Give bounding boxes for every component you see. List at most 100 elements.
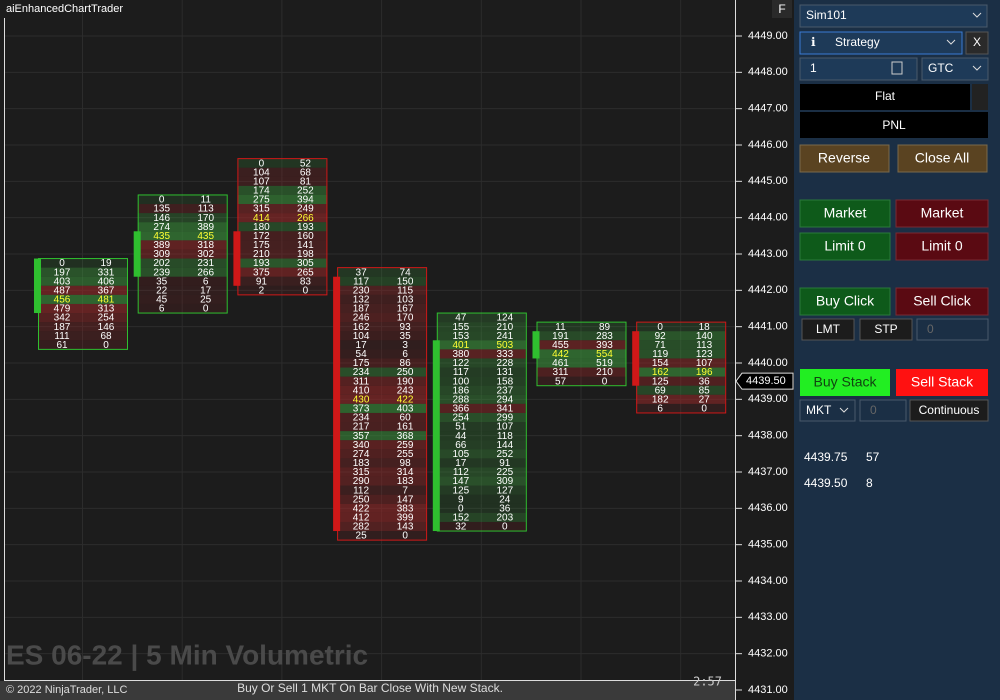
market-sell-button[interactable]: [895, 199, 989, 228]
sell-stack-button[interactable]: [896, 369, 988, 396]
strategy-select[interactable]: [799, 31, 963, 55]
footprint-row: [436, 412, 526, 423]
footprint-row: [436, 485, 526, 495]
footprint-row: [38, 322, 127, 332]
ask-volume: 283: [596, 331, 613, 342]
chevron: [972, 12, 982, 18]
f-button[interactable]: [772, 0, 792, 18]
ask-volume: 313: [98, 304, 115, 315]
offset-input[interactable]: [916, 318, 989, 341]
ask-volume: 231: [197, 258, 214, 269]
bid-volume: 2: [259, 285, 265, 296]
axis-label: 4441.00: [748, 321, 788, 333]
offset: 0: [927, 322, 934, 336]
order-type-select[interactable]: [799, 399, 856, 422]
stack-offset-input[interactable]: [859, 399, 907, 422]
lmt-button[interactable]: [801, 318, 855, 341]
ask-volume: 107: [496, 422, 513, 433]
footprint-row: [237, 167, 327, 177]
footprint-row: [436, 331, 526, 341]
limit-sell: Limit 0: [921, 238, 962, 254]
tif-select[interactable]: [921, 57, 989, 81]
bid-volume: 32: [455, 522, 467, 533]
buy-click-button[interactable]: [799, 287, 891, 316]
close-all-button[interactable]: [897, 144, 988, 173]
sell-click-button[interactable]: [895, 287, 989, 316]
footprint-row: [337, 485, 427, 495]
footprint-row: [237, 158, 327, 168]
ask-volume: 503: [496, 340, 513, 351]
footprint-row: [536, 340, 626, 350]
footprint-row: [237, 276, 327, 286]
footprint-row: [237, 249, 327, 259]
ask-volume: 91: [499, 458, 511, 469]
buy-stack-button[interactable]: [800, 369, 890, 396]
ask-volume: 383: [397, 503, 414, 514]
ask-volume: 331: [98, 267, 115, 278]
ask-volume: 252: [297, 186, 314, 197]
bid-volume: 174: [253, 186, 270, 197]
status-bar: [0, 681, 735, 700]
last-price-label: 4439.50: [746, 375, 786, 387]
axis-label: 4436.00: [748, 502, 788, 514]
buy-stack: Buy Stack: [813, 374, 877, 390]
footprint-row: [636, 331, 726, 341]
ask-volume: 144: [496, 440, 513, 451]
footprint-row: [436, 403, 526, 413]
bid-volume: 186: [452, 385, 469, 396]
bid-volume: 234: [353, 413, 370, 424]
limit-sell-button[interactable]: [895, 232, 989, 261]
bid-volume: 119: [652, 349, 668, 360]
footprint-row: [337, 512, 427, 522]
bid-volume: 125: [652, 376, 669, 387]
bid-volume: 22: [156, 285, 168, 296]
ask-volume: 52: [300, 158, 312, 169]
ask-volume: 305: [297, 258, 314, 269]
ask-volume: 299: [496, 413, 513, 424]
footprint-row: [337, 276, 427, 286]
quantity-input[interactable]: [799, 57, 918, 81]
ask-volume: 341: [496, 404, 513, 415]
bid-volume: 375: [253, 267, 270, 278]
axis-label: 4449.00: [748, 30, 788, 42]
stp-button[interactable]: [859, 318, 913, 341]
footprint-row: [337, 531, 427, 541]
reverse-button[interactable]: [799, 144, 890, 173]
bid-volume: 155: [452, 322, 469, 333]
account-select[interactable]: [799, 4, 988, 28]
bid-volume: 104: [253, 167, 270, 178]
footprint-row: [337, 385, 427, 395]
ask-volume: 35: [400, 331, 412, 342]
ask-volume: 196: [696, 367, 713, 378]
footprint-row: [137, 240, 227, 250]
ask-volume: 83: [300, 276, 312, 287]
footprint-row: [38, 340, 127, 350]
position: Flat: [875, 89, 896, 103]
ask-volume: 146: [98, 322, 115, 333]
continuous-button[interactable]: [909, 399, 989, 422]
footprint-row: [237, 267, 327, 277]
footprint-row: [38, 276, 127, 286]
bid-volume: 153: [452, 331, 469, 342]
limit-buy-button[interactable]: [799, 232, 891, 261]
footprint-row: [436, 367, 526, 377]
footprint-row: [237, 231, 327, 241]
ask-volume: 113: [198, 204, 214, 215]
bid-volume: 45: [156, 295, 168, 306]
ladder-price: 4439.50: [804, 476, 848, 490]
bid-volume: 107: [253, 176, 270, 187]
close-strategy[interactable]: [965, 31, 989, 55]
bid-volume: 162: [652, 367, 669, 378]
footprint-row: [536, 376, 626, 386]
ask-volume: 6: [402, 349, 408, 360]
ask-volume: 124: [496, 313, 513, 324]
footprint-row: [237, 176, 327, 186]
bid-volume: 0: [657, 322, 663, 333]
bid-volume: 17: [356, 340, 368, 351]
bid-volume: 342: [54, 313, 71, 324]
footprint-row: [436, 422, 526, 432]
market-buy-button[interactable]: [799, 199, 891, 228]
footprint-row: [337, 349, 427, 359]
bar-timer: 2:57: [693, 675, 722, 689]
